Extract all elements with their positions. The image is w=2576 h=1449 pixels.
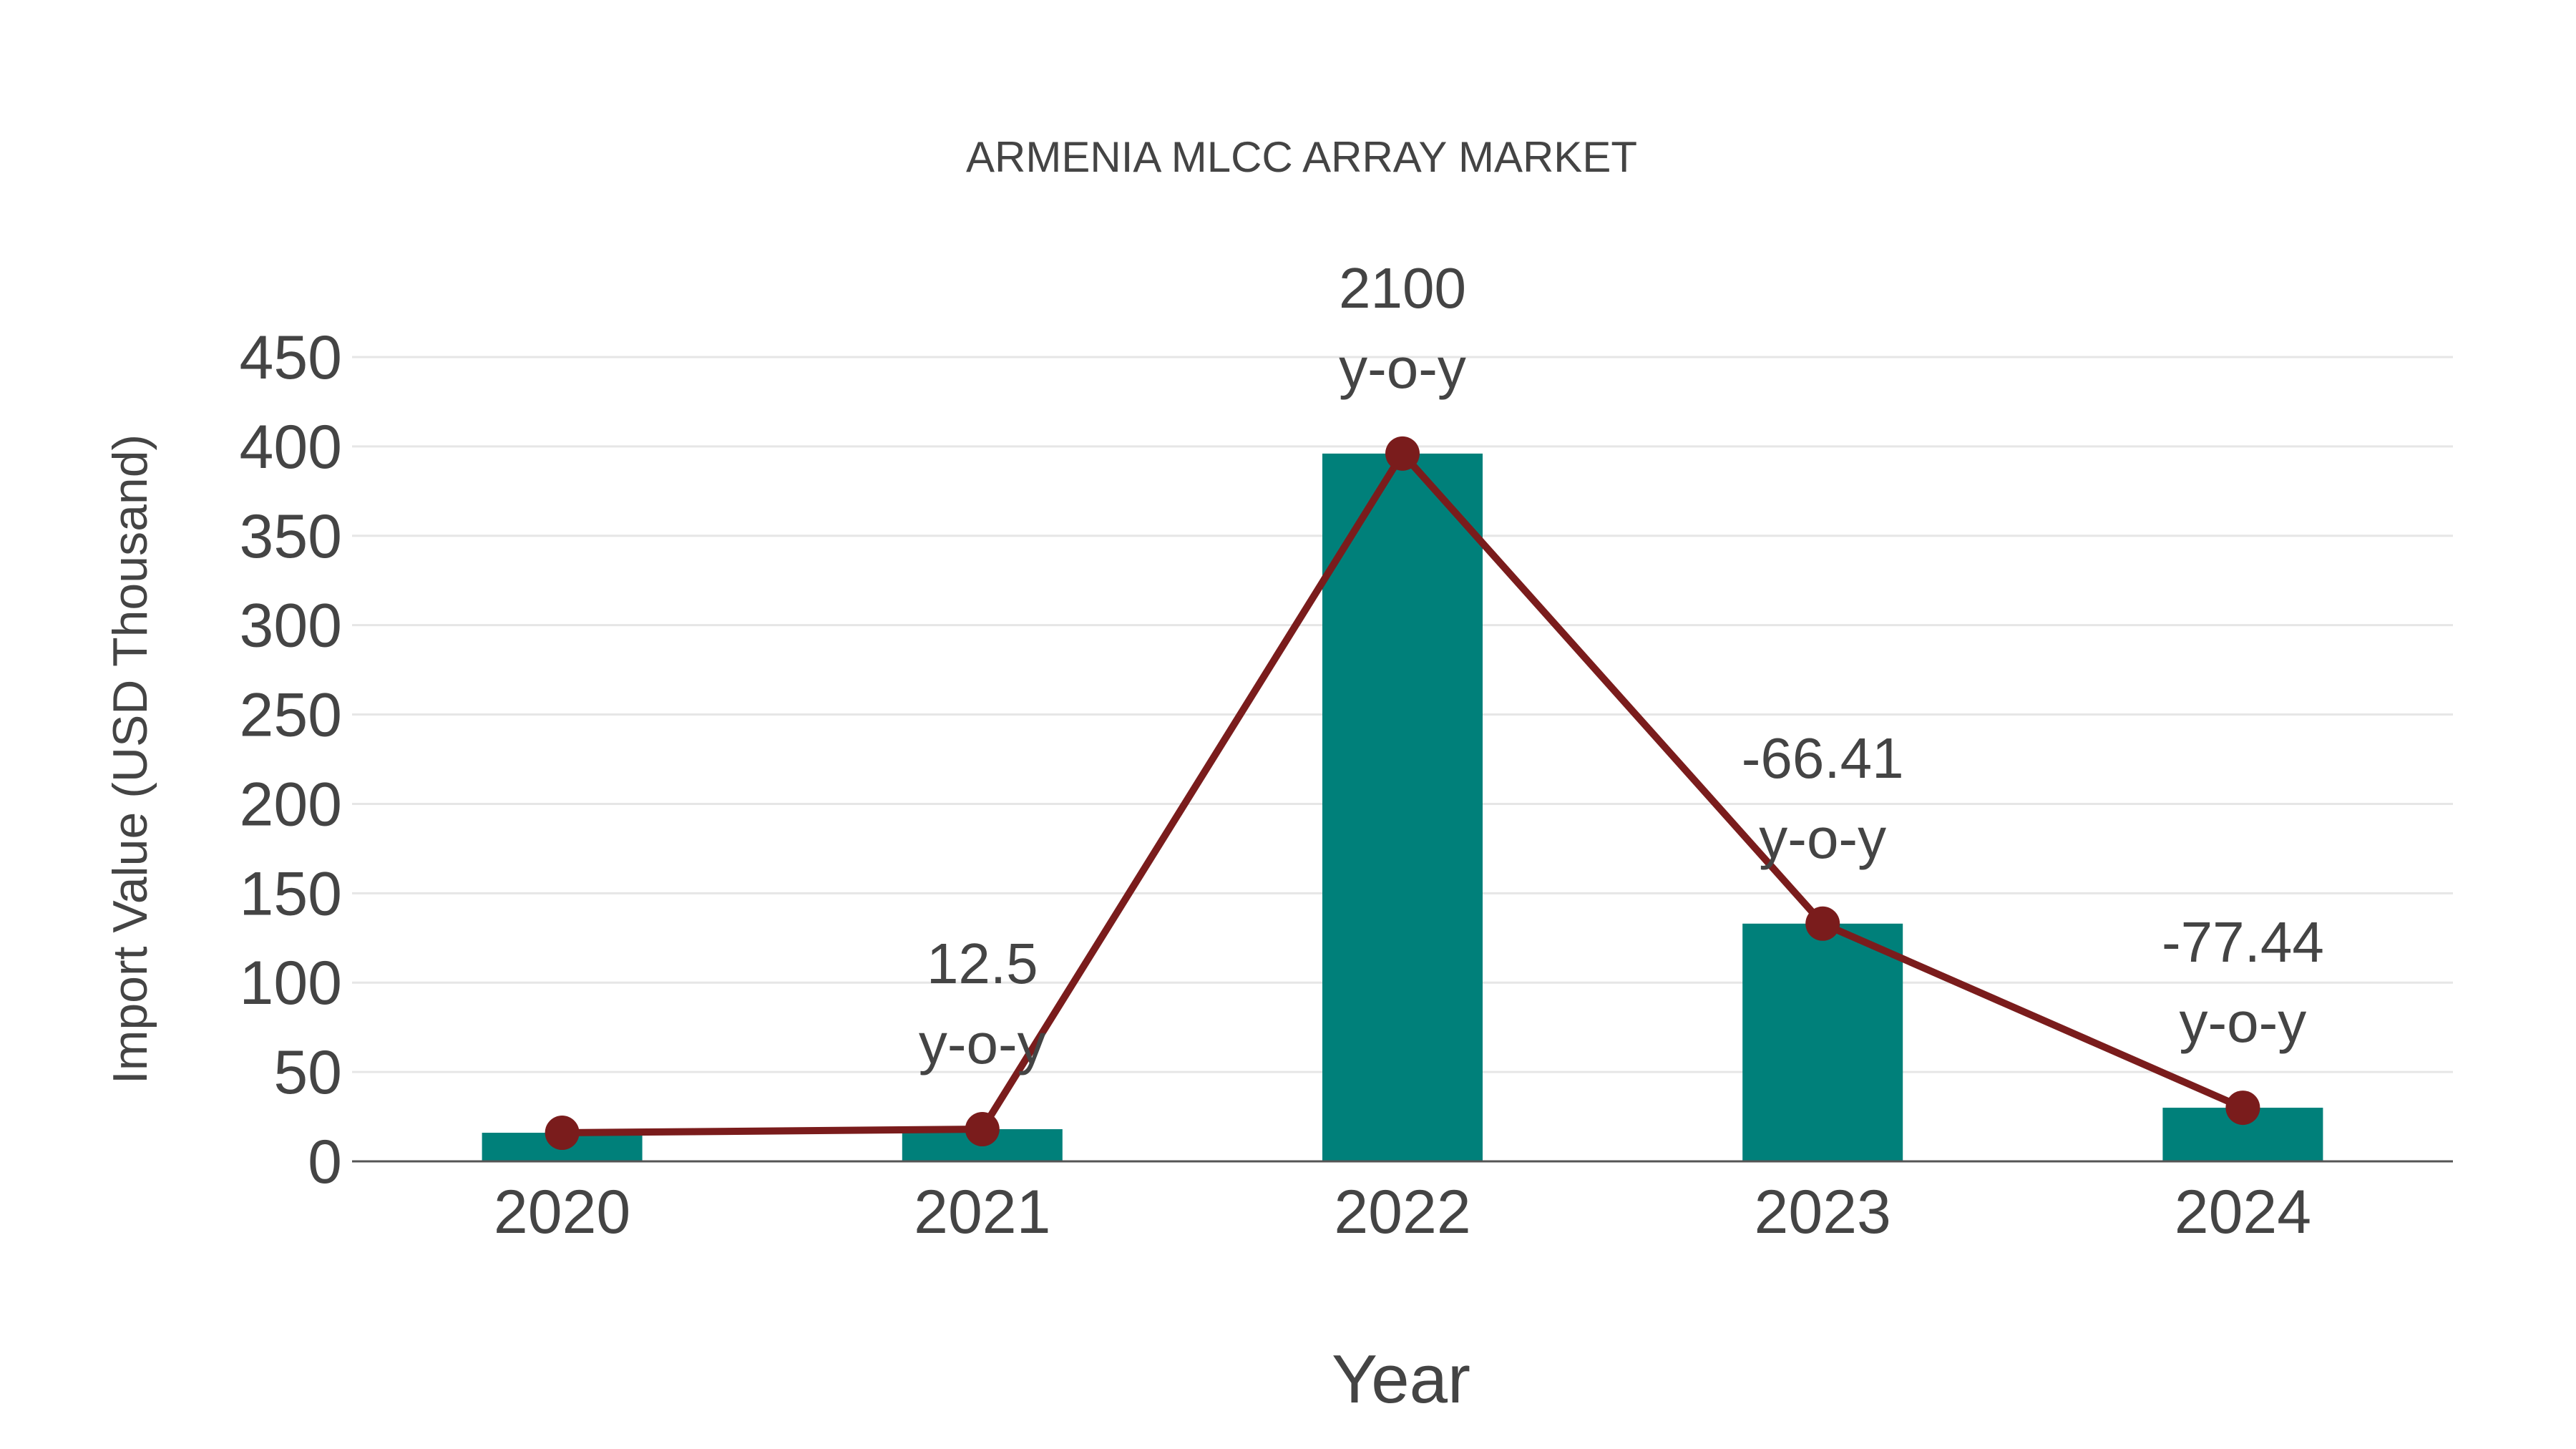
y-tick-label: 150 (240, 859, 343, 928)
yoy-suffix-label: y-o-y (919, 1012, 1046, 1075)
x-axis-label: Year (1332, 1341, 1470, 1418)
trend-point-2021 (965, 1112, 1000, 1147)
y-tick-label: 450 (240, 323, 343, 392)
y-axis-label: Import Value (USD Thousand) (103, 434, 157, 1084)
yoy-value-label: -66.41 (1742, 726, 1904, 790)
y-tick-label: 50 (273, 1038, 342, 1107)
x-tick-label: 2024 (2175, 1178, 2311, 1246)
trend-point-2024 (2225, 1091, 2260, 1126)
yoy-value-label: 2100 (1339, 256, 1466, 320)
yoy-value-label: 12.5 (927, 932, 1038, 995)
x-tick-label: 2020 (494, 1178, 630, 1246)
y-tick-label: 100 (240, 949, 343, 1018)
y-tick-label: 250 (240, 681, 343, 750)
bar-2023 (1742, 923, 1903, 1161)
x-tick-label: 2023 (1755, 1178, 1891, 1246)
trend-point-2022 (1385, 436, 1420, 471)
x-tick-label: 2022 (1334, 1178, 1470, 1246)
yoy-suffix-label: y-o-y (2180, 990, 2307, 1054)
chart-title: ARMENIA MLCC ARRAY MARKET (966, 133, 1637, 181)
trend-point-2020 (545, 1116, 580, 1151)
y-tick-label: 350 (240, 502, 343, 571)
y-tick-label: 200 (240, 770, 343, 839)
yoy-suffix-label: y-o-y (1759, 806, 1886, 870)
y-tick-label: 400 (240, 413, 343, 482)
yoy-value-label: -77.44 (2162, 910, 2324, 974)
y-tick-label: 0 (308, 1128, 342, 1196)
y-tick-label: 300 (240, 592, 343, 660)
x-tick-label: 2021 (914, 1178, 1050, 1246)
bar-2022 (1322, 453, 1483, 1161)
trend-point-2023 (1805, 906, 1840, 941)
yoy-suffix-label: y-o-y (1339, 336, 1466, 400)
